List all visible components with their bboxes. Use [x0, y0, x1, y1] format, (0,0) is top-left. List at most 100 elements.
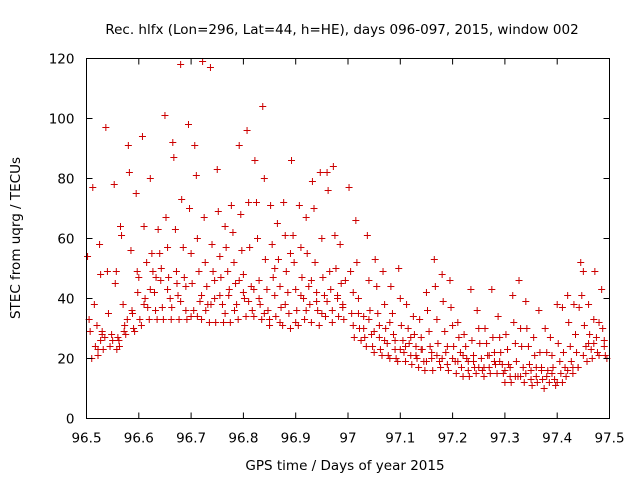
data-point [145, 316, 153, 323]
data-point [548, 370, 556, 377]
y-axis-label: STEC from uqrg / TECUs [8, 157, 24, 319]
data-point [366, 307, 374, 314]
data-point [240, 295, 248, 302]
data-point [290, 259, 298, 266]
data-point [501, 379, 509, 386]
data-point [531, 352, 539, 359]
x-axis-label: GPS time / Days of year 2015 [245, 458, 444, 474]
data-point [392, 355, 400, 362]
data-point [281, 301, 289, 308]
data-point [164, 244, 172, 251]
data-point [518, 343, 526, 350]
data-point [124, 142, 132, 149]
data-point [295, 202, 303, 209]
data-point [182, 283, 190, 290]
data-point [234, 316, 242, 323]
data-point [598, 286, 606, 293]
data-point [361, 334, 369, 341]
data-point [433, 316, 441, 323]
data-point [378, 352, 386, 359]
data-point [519, 364, 527, 371]
data-point [157, 277, 165, 284]
data-point [211, 295, 219, 302]
data-point [187, 313, 195, 320]
data-point [412, 352, 420, 359]
data-point [515, 277, 523, 284]
y-tick-label: 40 [57, 292, 74, 308]
data-point [140, 223, 148, 230]
data-point [89, 184, 97, 191]
data-point [590, 316, 598, 323]
data-point [174, 292, 182, 299]
data-point [285, 310, 293, 317]
data-point [97, 271, 105, 278]
data-point [115, 337, 123, 344]
data-point [572, 331, 580, 338]
data-point [486, 370, 494, 377]
data-point [403, 301, 411, 308]
data-point [431, 283, 439, 290]
data-point [157, 265, 165, 272]
data-point [206, 64, 214, 71]
data-point [258, 316, 266, 323]
data-point [222, 244, 230, 251]
data-point [134, 289, 142, 296]
data-point [164, 286, 172, 293]
data-point [578, 292, 586, 299]
data-point [251, 157, 259, 164]
data-point [246, 244, 254, 251]
data-point [214, 208, 222, 215]
data-point [269, 274, 277, 281]
data-point [84, 253, 92, 260]
data-point [404, 325, 412, 332]
data-point [196, 298, 204, 305]
data-point [224, 268, 232, 275]
data-point [148, 250, 156, 257]
data-point [533, 379, 541, 386]
data-point [238, 247, 246, 254]
data-point [365, 316, 373, 323]
data-point [266, 316, 274, 323]
data-point [523, 325, 531, 332]
data-point [575, 304, 583, 311]
data-point [376, 346, 384, 353]
data-point [428, 349, 436, 356]
data-point [413, 355, 421, 362]
data-point [231, 307, 239, 314]
data-point [558, 304, 566, 311]
data-point [489, 334, 497, 341]
data-point [544, 367, 552, 374]
data-point [592, 334, 600, 341]
data-point [455, 334, 463, 341]
data-point [131, 328, 139, 335]
data-point [207, 301, 215, 308]
data-point [373, 283, 381, 290]
y-tick-label: 0 [66, 412, 75, 428]
data-point [101, 334, 109, 341]
data-point [149, 268, 157, 275]
data-point [212, 319, 220, 326]
data-point [229, 229, 237, 236]
x-tick-label: 96.7 [176, 431, 206, 447]
data-point [316, 169, 324, 176]
data-point [497, 349, 505, 356]
data-point [306, 301, 314, 308]
data-point [97, 337, 105, 344]
data-point [245, 298, 253, 305]
data-point [532, 373, 540, 380]
data-point [250, 313, 258, 320]
data-point [452, 370, 460, 377]
data-point [381, 301, 389, 308]
data-point [405, 340, 413, 347]
data-point [502, 331, 510, 338]
data-point [198, 316, 206, 323]
data-point [476, 340, 484, 347]
data-point [98, 328, 106, 335]
data-point [171, 226, 179, 233]
data-point [426, 343, 434, 350]
y-tick-label: 100 [49, 112, 75, 128]
data-point [491, 361, 499, 368]
data-point [535, 307, 543, 314]
data-point [266, 322, 274, 329]
data-point [254, 235, 262, 242]
